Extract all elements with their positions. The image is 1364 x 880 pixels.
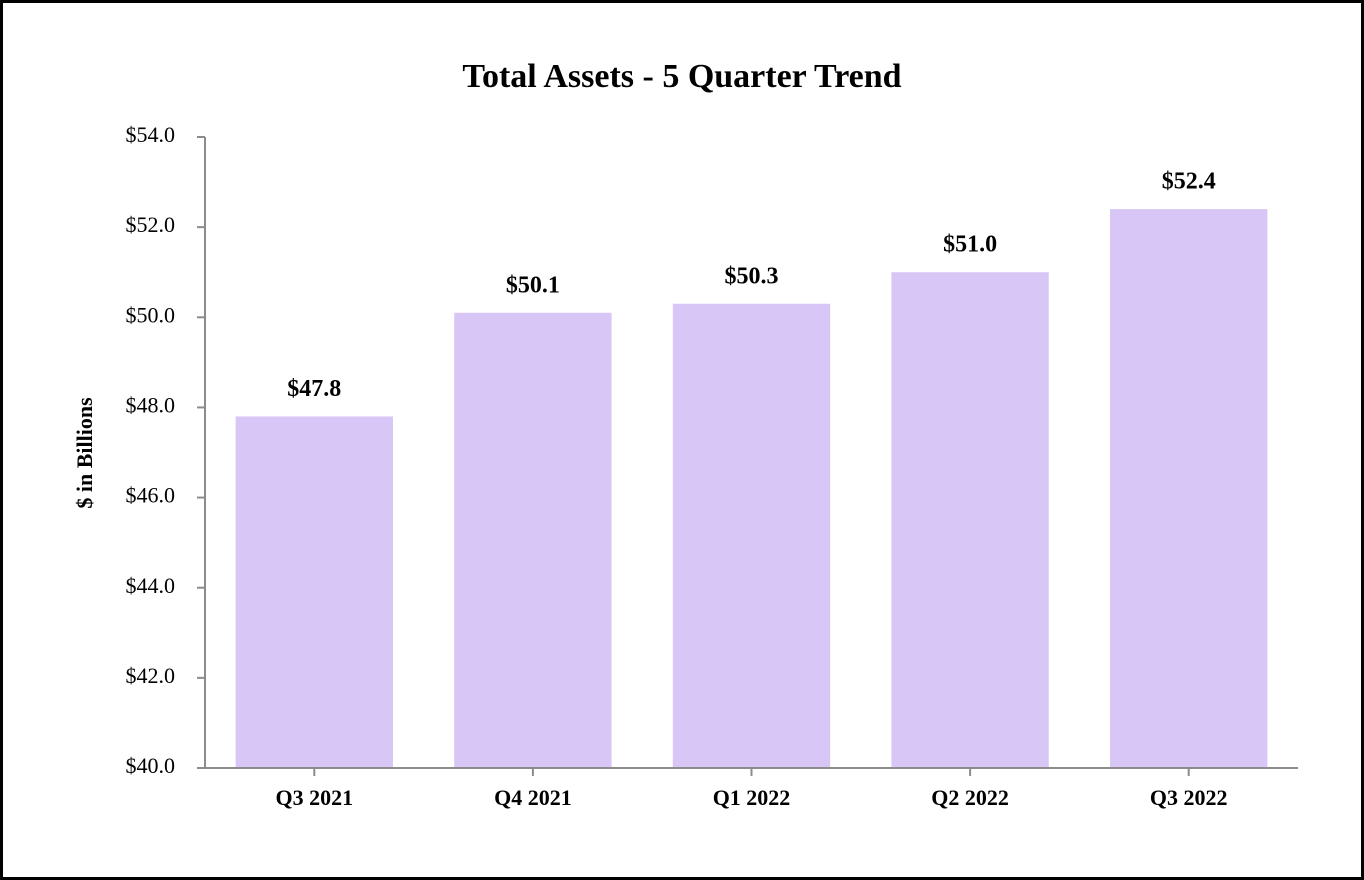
- y-tick-label: $42.0: [126, 663, 176, 688]
- x-tick-label: Q3 2021: [275, 785, 353, 810]
- x-tick-label: Q2 2022: [931, 785, 1009, 810]
- y-tick-label: $54.0: [126, 122, 176, 147]
- value-label: $51.0: [943, 232, 997, 258]
- value-label: $47.8: [287, 376, 341, 402]
- x-tick-label: Q4 2021: [494, 785, 572, 810]
- bar: [454, 312, 612, 768]
- bar: [891, 272, 1049, 768]
- y-tick-label: $44.0: [126, 573, 176, 598]
- bar: [1110, 209, 1268, 769]
- bar: [235, 416, 393, 768]
- x-tick-label: Q3 2022: [1150, 785, 1228, 810]
- y-tick-label: $46.0: [126, 483, 176, 508]
- x-tick-label: Q1 2022: [713, 785, 791, 810]
- y-tick-label: $48.0: [126, 392, 176, 417]
- value-label: $50.1: [506, 272, 560, 298]
- y-tick-label: $50.0: [126, 302, 176, 327]
- value-label: $50.3: [725, 263, 779, 289]
- bar: [672, 303, 831, 768]
- y-tick-label: $40.0: [126, 753, 176, 778]
- chart-title: Total Assets - 5 Quarter Trend: [462, 58, 901, 95]
- y-tick-label: $52.0: [126, 212, 176, 237]
- value-label: $52.4: [1162, 169, 1216, 195]
- y-axis-label: $ in Billions: [72, 397, 97, 509]
